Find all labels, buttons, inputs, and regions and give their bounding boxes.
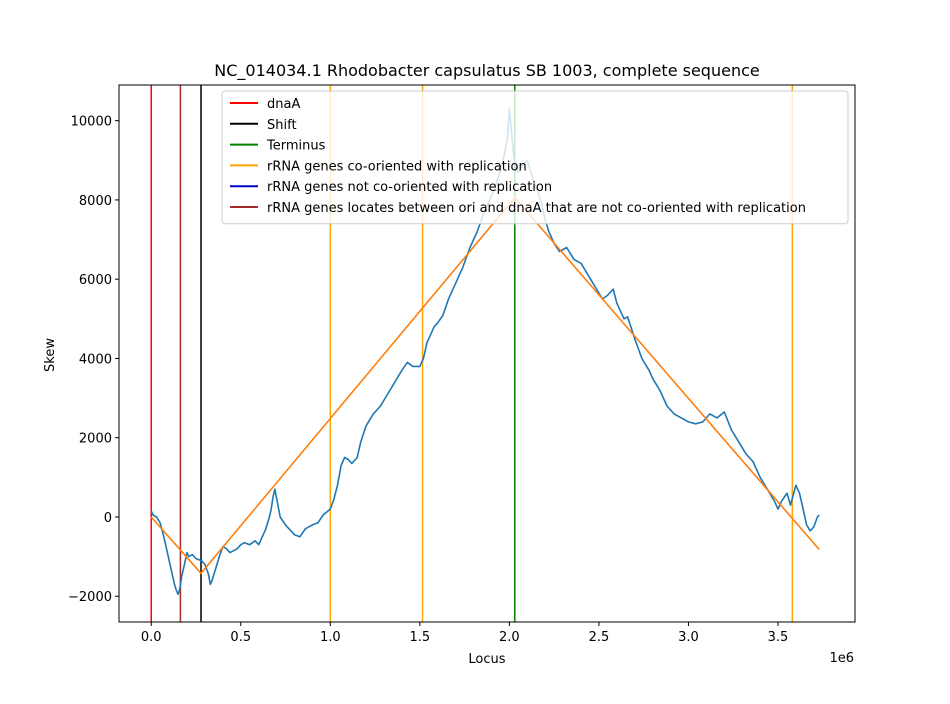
y-tick-label: 0 bbox=[104, 511, 112, 526]
x-tick-label: 3.5 bbox=[768, 630, 789, 645]
x-axis-label: Locus bbox=[468, 652, 505, 667]
x-tick-label: 0.5 bbox=[230, 630, 251, 645]
x-tick-label: 2.0 bbox=[499, 630, 520, 645]
y-axis: −2000 0 2000 4000 6000 8000 10000 bbox=[68, 115, 119, 605]
x-tick-label: 0.0 bbox=[141, 630, 162, 645]
y-tick-label: 8000 bbox=[79, 194, 112, 209]
legend-label: Shift bbox=[267, 118, 297, 133]
y-axis-label: Skew bbox=[43, 338, 58, 372]
y-tick-label: 10000 bbox=[71, 115, 112, 130]
x-axis: 0.0 0.5 1.0 1.5 2.0 2.5 3.0 3.5 bbox=[141, 622, 788, 645]
legend-label: rRNA genes not co-oriented with replicat… bbox=[267, 180, 552, 195]
x-axis-offset-label: 1e6 bbox=[829, 651, 854, 666]
x-tick-label: 3.0 bbox=[678, 630, 699, 645]
legend-box bbox=[221, 90, 849, 225]
plot-area bbox=[118, 84, 856, 623]
x-tick-label: 2.5 bbox=[589, 630, 610, 645]
series-line-0 bbox=[150, 108, 820, 596]
y-tick-label: 2000 bbox=[79, 432, 112, 447]
y-tick-label: 6000 bbox=[79, 273, 112, 288]
series-line-1 bbox=[150, 196, 820, 575]
y-tick-label: −2000 bbox=[68, 590, 112, 605]
x-tick-label: 1.0 bbox=[320, 630, 341, 645]
legend-label: Terminus bbox=[266, 139, 326, 154]
legend-label: rRNA genes co-oriented with replication bbox=[267, 159, 527, 174]
legend-label: rRNA genes locates between ori and dnaA … bbox=[267, 201, 806, 216]
plot-frame bbox=[118, 84, 856, 623]
legend: dnaA Shift Terminus rRNA genes co-oriented … bbox=[221, 90, 849, 225]
chart-title: NC_014034.1 Rhodobacter capsulatus SB 10… bbox=[214, 61, 759, 81]
legend-label: dnaA bbox=[267, 97, 300, 112]
x-tick-label: 1.5 bbox=[410, 630, 431, 645]
y-tick-label: 4000 bbox=[79, 352, 112, 367]
